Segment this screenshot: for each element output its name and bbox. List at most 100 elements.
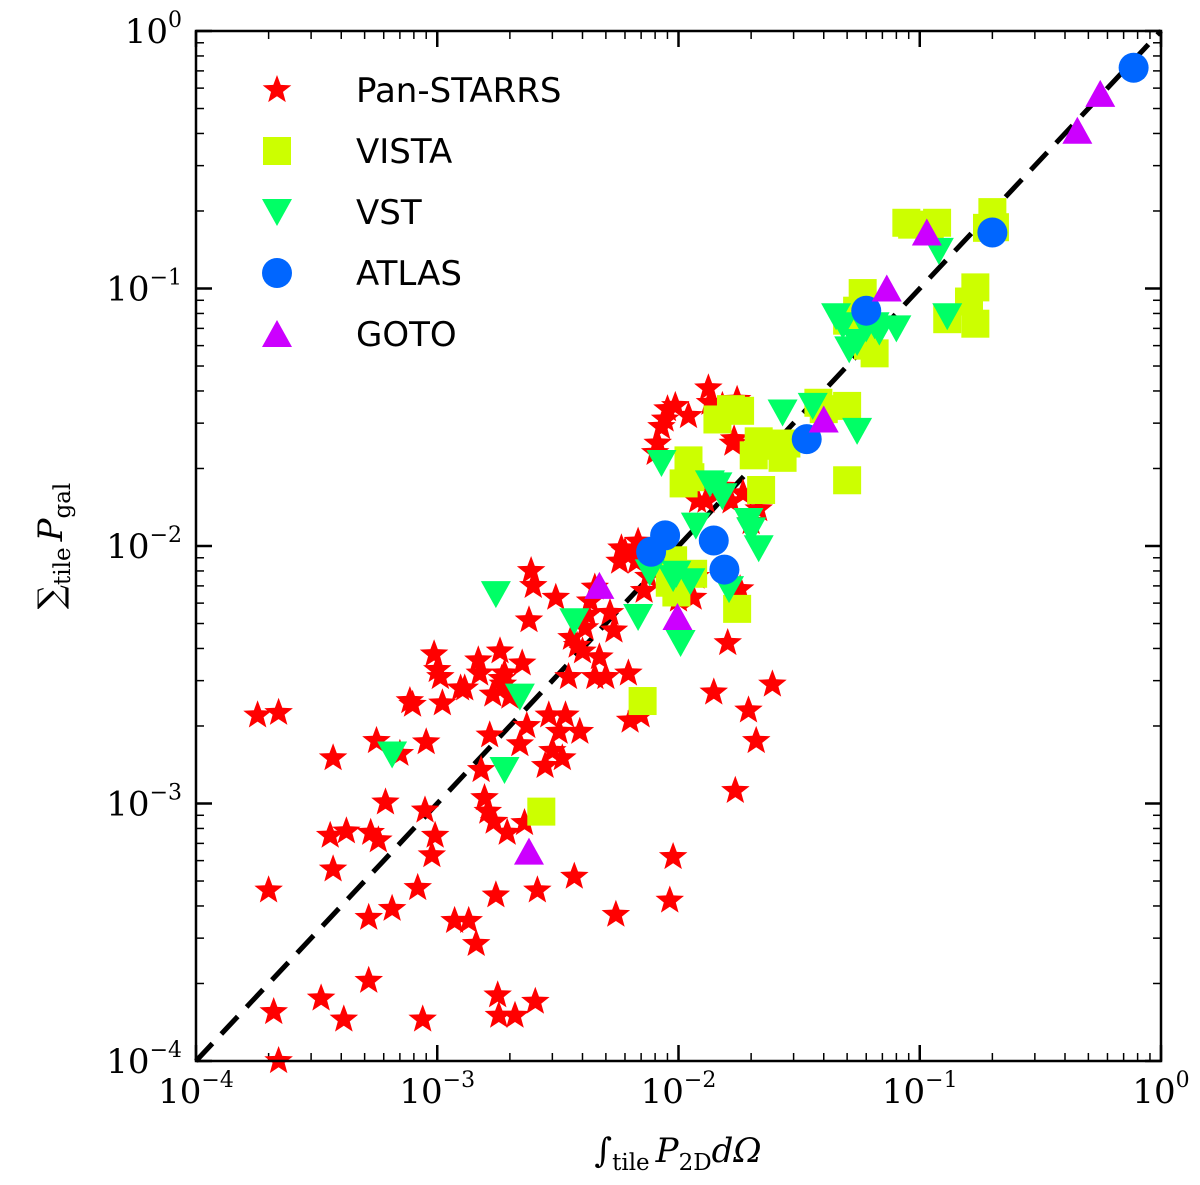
data-point (554, 662, 583, 690)
data-point (548, 743, 577, 771)
data-point (736, 517, 767, 545)
data-point (544, 716, 574, 744)
data-point (615, 705, 645, 733)
data-point (725, 574, 755, 602)
x-tick-label: 100 (1132, 1068, 1189, 1112)
data-point (585, 642, 614, 670)
data-point (743, 535, 774, 563)
data-point (419, 639, 449, 667)
data-point (932, 303, 963, 331)
data-point (428, 688, 457, 716)
data-point (1062, 116, 1093, 144)
data-point (699, 677, 728, 705)
data-point (485, 636, 515, 664)
data-point (264, 1046, 293, 1074)
data-point (653, 394, 682, 422)
data-point (510, 808, 539, 836)
data-point (871, 274, 902, 302)
data-point (881, 315, 912, 343)
data-point (377, 893, 407, 921)
data-point (354, 902, 383, 930)
data-point (484, 1000, 514, 1028)
x-tick-label: 10−4 (158, 1068, 234, 1112)
data-point (709, 554, 740, 585)
data-point (646, 450, 677, 478)
data-point (505, 729, 535, 757)
data-point (513, 837, 544, 865)
data-point (420, 820, 450, 848)
data-point (479, 806, 509, 834)
legend: Pan-STARRS VISTA VST ATLAS GOTO (262, 71, 561, 355)
data-point (573, 599, 602, 627)
legend-marker (262, 320, 292, 347)
data-point (354, 965, 383, 993)
data-point (490, 658, 519, 686)
legend-label: GOTO (356, 315, 457, 355)
y-tick-label: 10−4 (106, 1038, 182, 1082)
series-goto (513, 79, 1116, 865)
data-point (568, 636, 597, 664)
data-point (483, 980, 512, 1008)
data-point (398, 689, 427, 717)
data-point (827, 312, 858, 340)
data-point (454, 905, 483, 933)
data-point (480, 581, 511, 609)
legend-marker (262, 258, 292, 288)
data-point (541, 582, 571, 610)
x-label-sub-tile: tile (612, 1150, 650, 1176)
legend-marker (263, 137, 291, 165)
data-point (719, 424, 749, 452)
data-point (470, 783, 499, 811)
x-axis-label: ∫tile P2DdΩ (594, 1131, 761, 1176)
data-point (680, 512, 711, 540)
data-point (461, 928, 491, 956)
data-point (408, 1004, 437, 1032)
data-point (742, 725, 771, 754)
data-point (675, 568, 706, 596)
data-point (767, 399, 798, 427)
legend-marker (262, 199, 292, 226)
data-point (557, 622, 586, 650)
data-point (674, 400, 703, 429)
data-point (726, 396, 755, 425)
data-point (833, 466, 862, 495)
data-point (315, 820, 345, 848)
y-tick-label: 10−1 (106, 266, 182, 310)
data-point (516, 556, 546, 584)
data-point (465, 658, 494, 686)
data-point (628, 687, 657, 716)
data-point (534, 700, 564, 728)
legend-label: VISTA (356, 132, 452, 172)
y-label-var: P (31, 517, 71, 542)
data-point (575, 586, 605, 614)
y-tick-label: 10−3 (106, 781, 182, 825)
data-point (1118, 52, 1149, 83)
x-tick-label: 10−2 (641, 1068, 717, 1112)
data-point (797, 392, 828, 420)
data-point (514, 605, 544, 633)
data-point (601, 899, 631, 927)
data-point (961, 273, 990, 302)
data-point (570, 613, 600, 641)
data-point (493, 817, 522, 845)
data-point (658, 842, 688, 870)
x-tick-label: 10−1 (882, 1068, 958, 1112)
data-point (599, 615, 629, 643)
data-points (243, 52, 1149, 1074)
data-point (623, 603, 654, 631)
data-point (734, 695, 763, 723)
data-point (565, 716, 595, 744)
data-point (410, 795, 440, 823)
data-point (495, 681, 525, 709)
data-point (559, 608, 590, 636)
data-point (629, 575, 659, 603)
data-point (523, 875, 552, 903)
data-point (758, 669, 787, 697)
data-point (481, 880, 511, 908)
data-point (507, 648, 537, 676)
series-atlas (636, 52, 1149, 585)
data-point (332, 816, 361, 844)
legend-label: VST (356, 193, 422, 233)
data-point (489, 756, 520, 784)
data-point (362, 725, 391, 754)
